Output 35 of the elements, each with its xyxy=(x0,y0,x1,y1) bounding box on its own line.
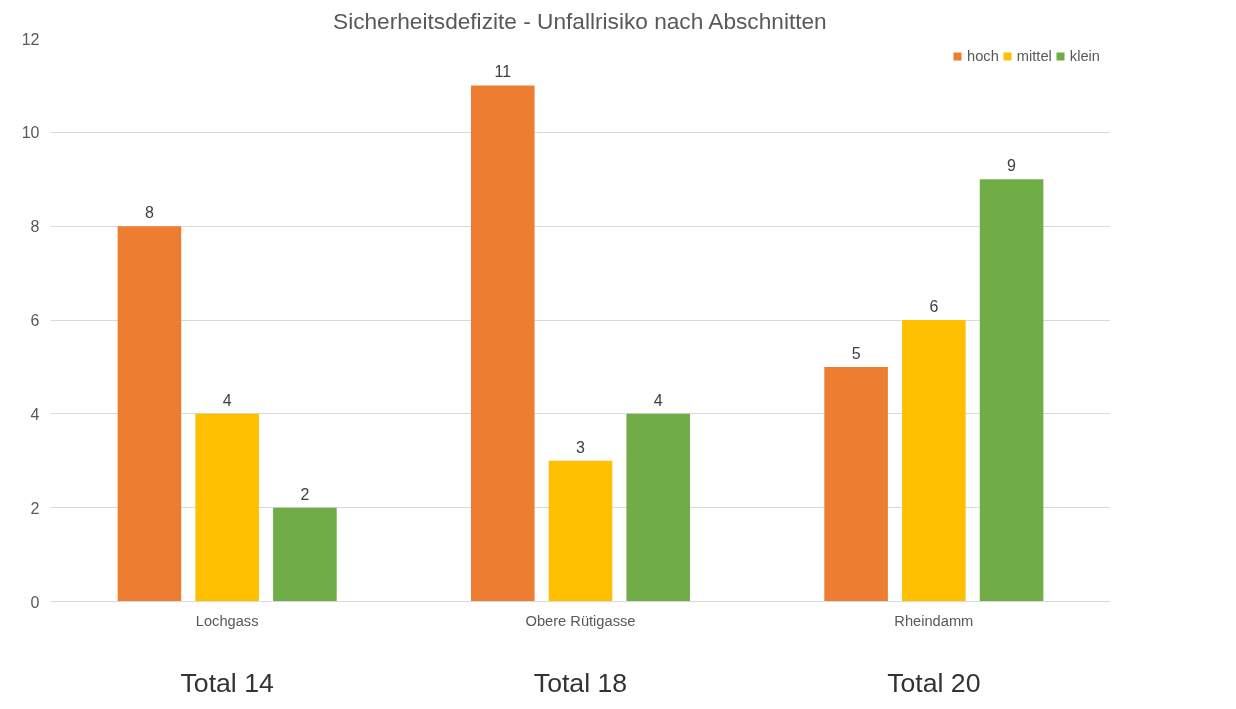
y-tick-label: 2 xyxy=(30,499,40,517)
bar xyxy=(470,85,535,602)
chart-title: Sicherheitsdefizite - Unfallrisiko nach Abschnitten xyxy=(333,7,827,34)
y-tick-label: 12 xyxy=(21,30,40,48)
y-tick-label: 8 xyxy=(30,218,40,236)
total-label: Total 14 xyxy=(180,667,275,698)
data-label: 8 xyxy=(144,204,154,222)
bar xyxy=(626,413,691,602)
bar xyxy=(117,226,182,602)
y-tick-label: 4 xyxy=(30,405,40,423)
bar xyxy=(273,507,337,602)
data-label: 6 xyxy=(929,298,939,315)
x-tick-label: Obere Rütigasse xyxy=(525,612,636,629)
y-tick-label: 6 xyxy=(30,312,40,329)
bar xyxy=(548,460,613,602)
data-label: 5 xyxy=(851,344,861,362)
x-tick-label: Lochgass xyxy=(195,612,259,629)
legend-label: klein xyxy=(1069,48,1100,64)
data-label: 4 xyxy=(222,391,232,409)
data-label: 2 xyxy=(300,485,310,503)
bar xyxy=(824,366,888,602)
bar xyxy=(902,320,966,602)
bar xyxy=(195,413,259,602)
data-label: 4 xyxy=(653,391,663,409)
data-label: 11 xyxy=(494,63,512,81)
x-tick-label: Rheindamm xyxy=(894,612,974,629)
bar xyxy=(979,179,1044,602)
legend-label: hoch xyxy=(967,48,999,64)
data-label: 9 xyxy=(1007,157,1017,175)
legend-label: mittel xyxy=(1016,48,1052,64)
y-tick-label: 10 xyxy=(21,124,40,142)
y-tick-label: 0 xyxy=(30,593,40,611)
total-label: Total 20 xyxy=(887,667,981,698)
data-label: 3 xyxy=(576,438,586,456)
total-label: Total 18 xyxy=(533,667,628,698)
